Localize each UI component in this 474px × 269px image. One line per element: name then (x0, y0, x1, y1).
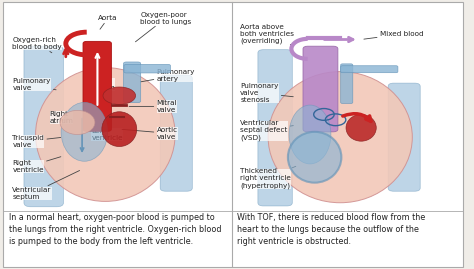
FancyBboxPatch shape (124, 62, 141, 103)
Ellipse shape (346, 114, 376, 141)
FancyBboxPatch shape (303, 46, 338, 132)
Text: Oxygen-rich
blood to body: Oxygen-rich blood to body (12, 37, 62, 53)
Text: Pulmonary
artery: Pulmonary artery (141, 69, 195, 82)
Text: Aorta above
both ventricles
(overriding): Aorta above both ventricles (overriding) (240, 24, 294, 45)
Text: Left
atrium: Left atrium (91, 79, 115, 91)
Text: Aorta: Aorta (99, 15, 118, 29)
Text: Pulmonary
valve
stenosis: Pulmonary valve stenosis (240, 83, 293, 103)
FancyBboxPatch shape (388, 83, 420, 191)
Ellipse shape (60, 110, 95, 134)
FancyBboxPatch shape (258, 50, 292, 206)
Ellipse shape (288, 132, 341, 183)
Text: Left
ventricle: Left ventricle (91, 128, 123, 141)
Text: Oxygen-poor
blood to lungs: Oxygen-poor blood to lungs (136, 12, 191, 42)
Text: Mitral
valve: Mitral valve (129, 100, 177, 113)
FancyBboxPatch shape (124, 64, 171, 73)
FancyBboxPatch shape (341, 66, 398, 73)
Text: Pulmonary
valve: Pulmonary valve (12, 79, 56, 91)
Text: Thickened
right ventricle
(hypertrophy): Thickened right ventricle (hypertrophy) (240, 166, 296, 189)
Text: Right
ventricle: Right ventricle (12, 157, 61, 173)
FancyBboxPatch shape (83, 41, 111, 131)
FancyBboxPatch shape (160, 75, 192, 191)
Text: Right
atrium: Right atrium (49, 111, 73, 123)
Text: With TOF, there is reduced blood flow from the
heart to the lungs because the ou: With TOF, there is reduced blood flow fr… (237, 213, 425, 246)
Text: Tricuspid
valve: Tricuspid valve (12, 135, 61, 148)
Ellipse shape (103, 87, 136, 104)
Text: In a normal heart, oxygen-poor blood is pumped to
the lungs from the right ventr: In a normal heart, oxygen-poor blood is … (9, 213, 221, 246)
Text: Ventricular
septum: Ventricular septum (12, 171, 80, 200)
Text: Aortic
valve: Aortic valve (122, 127, 178, 140)
Ellipse shape (102, 112, 137, 147)
Ellipse shape (36, 68, 175, 201)
Text: Mixed blood: Mixed blood (364, 31, 423, 39)
Ellipse shape (289, 105, 331, 164)
FancyBboxPatch shape (3, 2, 464, 267)
Ellipse shape (61, 102, 108, 161)
Text: Ventricular
septal defect
(VSD): Ventricular septal defect (VSD) (240, 120, 293, 141)
Ellipse shape (268, 72, 412, 203)
FancyBboxPatch shape (24, 46, 64, 207)
FancyBboxPatch shape (341, 64, 353, 104)
